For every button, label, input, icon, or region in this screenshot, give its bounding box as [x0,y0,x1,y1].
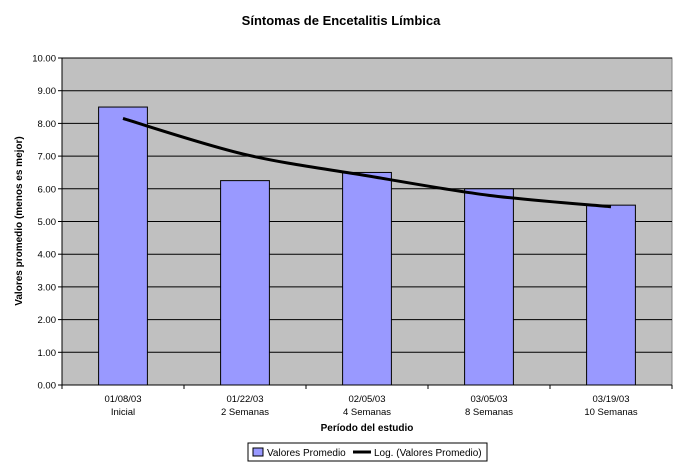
bar [586,204,636,386]
x-tick-label-period: Inicial [111,407,135,418]
y-tick-label: 1.00 [38,348,57,359]
y-tick-label: 6.00 [38,184,57,195]
y-tick-label: 8.00 [38,119,57,130]
legend-label-bars: Valores Promedio [267,448,346,459]
x-tick-label-date: 03/05/03 [471,394,508,405]
x-tick-label-period: 10 Semanas [584,407,638,418]
y-tick-label: 4.00 [38,250,57,261]
y-tick-label: 0.00 [38,381,57,392]
x-tick-label-period: 2 Semanas [221,407,269,418]
x-tick-label-date: 03/19/03 [593,394,630,405]
x-tick-label-date: 01/08/03 [105,394,142,405]
legend-label-trend: Log. (Valores Promedio) [374,448,482,459]
y-tick-label: 3.00 [38,282,57,293]
y-tick-label: 7.00 [38,152,57,163]
trendline [122,117,612,209]
bar [464,188,514,386]
legend-swatch-bars [252,447,264,457]
gridlines [62,57,672,353]
y-tick-label: 2.00 [38,315,57,326]
y-axis-title: Valores promedio (menos es mejor) [14,136,25,306]
x-tick-label-date: 02/05/03 [349,394,386,405]
bar [98,106,148,386]
bar [342,171,392,386]
chart-title: Síntomas de Encetalitis Límbica [242,13,441,28]
y-tick-label: 9.00 [38,86,57,97]
y-axis-ticks: 0.00 1.00 2.00 3.00 4.00 5.00 6.00 7.00 8.00 9.00… [32,54,62,392]
y-tick-label: 5.00 [38,217,57,228]
x-tick-label-date: 01/22/03 [227,394,264,405]
x-axis-ticks: 01/08/03 Inicial 01/22/03 2 Semanas 02/05/03… [61,385,673,418]
x-tick-label-period: 8 Semanas [465,407,513,418]
x-axis-title: Período del estudio [321,423,414,434]
y-tick-label: 10.00 [32,54,56,65]
x-tick-label-period: 4 Semanas [343,407,391,418]
bar [220,180,270,386]
